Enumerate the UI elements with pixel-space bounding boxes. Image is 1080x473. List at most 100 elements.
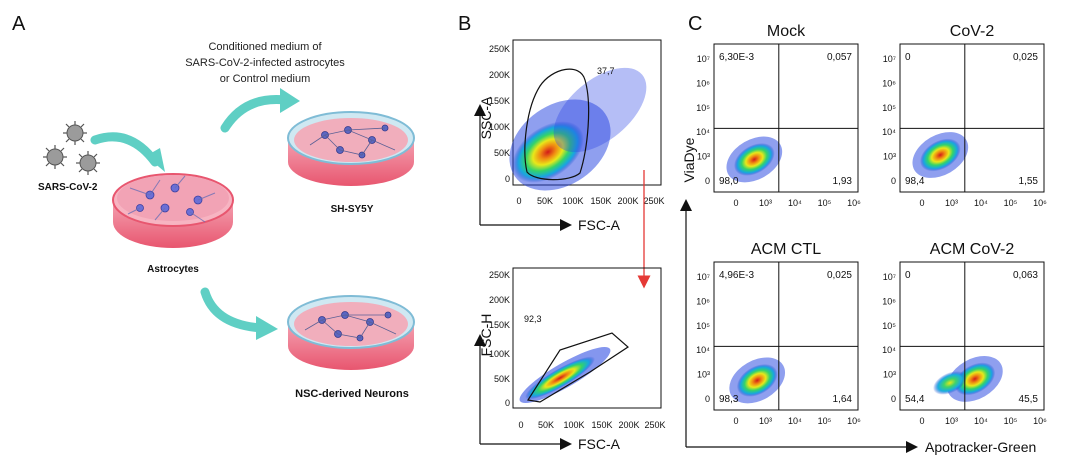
c-plot-frame xyxy=(713,261,859,411)
c-plot-title: ACM CTL xyxy=(751,241,821,258)
panel-b: B 37,7 250K 200K 150K 100K 50K 0 0 50K 1… xyxy=(458,13,666,452)
arrow-head-icon xyxy=(146,148,165,172)
c-quad-ll: 54,4 xyxy=(905,394,925,405)
b-top-ytick: 200K xyxy=(489,70,510,80)
c-ytick: 10⁷ xyxy=(697,54,710,64)
c-xtick: 10⁴ xyxy=(974,416,988,426)
c-scatter-density xyxy=(920,138,961,172)
c-xtick: 10⁶ xyxy=(847,198,861,208)
c-xtick: 10⁶ xyxy=(1033,416,1047,426)
panel-c: C Mock 6,30E-3 0,057 98,0 1,93 10⁷ 10⁶ 10⁵ 10⁴ 10… xyxy=(680,13,1047,455)
c-plot-2: CoV-2 0 0,025 98,4 1,55 10⁷ 10⁶ 10⁵ 10⁴ 10³ 0 0 10³ 1… xyxy=(882,23,1047,208)
b-top-ytick: 250K xyxy=(489,44,510,54)
arrow-head-icon xyxy=(280,88,300,113)
b-top-xtick: 50K xyxy=(537,196,553,206)
c-quad-ur: 0,025 xyxy=(1013,52,1038,63)
arrow-to-nsc xyxy=(200,287,267,333)
c-ytick: 10⁶ xyxy=(882,78,896,88)
nsc-neurons-label: NSC-derived Neurons xyxy=(295,388,409,400)
panel-a: A Conditioned medium of SARS-CoV-2-infec… xyxy=(12,13,415,400)
c-xtick: 10³ xyxy=(759,198,772,208)
c-plot-3: ACM CTL 4,96E-3 0,025 98,3 1,64 10⁷ 10⁶ 10⁵ 10⁴ 1… xyxy=(696,241,861,426)
b-top-yticks: 250K 200K 150K 100K 50K 0 xyxy=(489,44,510,184)
arrow-to-shsy5y xyxy=(220,95,290,133)
b-bottom-ytick: 200K xyxy=(489,295,510,305)
b-top-xlabel: FSC-A xyxy=(578,217,621,233)
c-plot-title: ACM CoV-2 xyxy=(930,241,1015,258)
c-xtick: 0 xyxy=(919,198,924,208)
arrow-virus-to-astro xyxy=(90,132,160,167)
b-bottom-scatter xyxy=(519,347,611,403)
c-quad-ll: 98,3 xyxy=(719,394,739,405)
b-bottom-xtick: 150K xyxy=(591,420,612,430)
c-quad-ul: 0 xyxy=(905,52,911,63)
panel-c-letter: C xyxy=(688,13,702,35)
b-top-xtick: 0 xyxy=(516,196,521,206)
b-bottom-xtick: 50K xyxy=(538,420,554,430)
c-xtick: 0 xyxy=(919,416,924,426)
shsy5y-dish xyxy=(287,111,415,186)
c-quad-ll: 98,4 xyxy=(905,176,925,187)
c-ytick: 10⁴ xyxy=(696,345,710,355)
c-ytick: 10³ xyxy=(697,370,710,380)
c-xtick: 10⁵ xyxy=(1004,416,1018,426)
c-xtick: 10⁵ xyxy=(818,416,832,426)
b-top-ytick: 0 xyxy=(505,174,510,184)
c-ytick: 0 xyxy=(705,394,710,404)
c-ytick: 10⁷ xyxy=(883,272,896,282)
c-xtick: 10⁴ xyxy=(788,416,802,426)
c-quad-ur: 0,063 xyxy=(1013,270,1038,281)
b-bottom-xtick: 250K xyxy=(644,420,665,430)
arrow-head-icon xyxy=(256,316,278,340)
c-ytick: 10⁷ xyxy=(883,54,896,64)
b-bottom-xtick: 0 xyxy=(518,420,523,430)
c-quad-ur: 0,025 xyxy=(827,270,852,281)
caption-line-2: SARS-CoV-2-infected astrocytes xyxy=(185,57,345,69)
c-xtick: 10⁵ xyxy=(818,198,832,208)
b-bottom-ytick: 0 xyxy=(505,398,510,408)
c-quad-ll: 98,0 xyxy=(719,176,739,187)
virus-label: SARS-CoV-2 xyxy=(38,182,98,193)
c-quad-ul: 4,96E-3 xyxy=(719,270,754,281)
b-bottom-ylabel: FSC-H xyxy=(478,314,494,357)
b-bottom-xticks: 0 50K 100K 150K 200K 250K xyxy=(518,420,665,430)
c-plots-container: Mock 6,30E-3 0,057 98,0 1,93 10⁷ 10⁶ 10⁵ 10⁴ 10³ 0… xyxy=(696,23,1047,426)
c-quad-ul: 0 xyxy=(905,270,911,281)
c-quad-ul: 6,30E-3 xyxy=(719,52,754,63)
c-ytick: 10⁶ xyxy=(882,296,896,306)
b-bottom-ytick: 250K xyxy=(489,270,510,280)
c-xtick: 10⁴ xyxy=(788,198,802,208)
c-quad-lr: 1,93 xyxy=(833,176,853,187)
c-xtick: 0 xyxy=(733,198,738,208)
b-top-scatter xyxy=(509,67,647,191)
c-xtick: 0 xyxy=(733,416,738,426)
b-bottom-xtick: 100K xyxy=(563,420,584,430)
c-xlabel: Apotracker-Green xyxy=(925,439,1036,455)
b-bottom-plot-frame xyxy=(512,267,662,409)
b-bottom-xtick: 200K xyxy=(618,420,639,430)
b-bottom-ytick: 50K xyxy=(494,374,510,384)
c-ytick: 10⁵ xyxy=(696,321,710,331)
b-top-xtick: 150K xyxy=(590,196,611,206)
shsy5y-label: SH-SY5Y xyxy=(331,204,374,215)
c-ytick: 10³ xyxy=(883,152,896,162)
b-top-gate-pct: 37,7 xyxy=(597,66,615,76)
c-xtick: 10³ xyxy=(759,416,772,426)
c-ytick: 10⁶ xyxy=(696,78,710,88)
c-ytick: 0 xyxy=(891,394,896,404)
c-scatter-density xyxy=(736,364,778,397)
c-ytick: 0 xyxy=(891,176,896,186)
c-ytick: 10⁴ xyxy=(696,127,710,137)
b-top-xticks: 0 50K 100K 150K 200K 250K xyxy=(516,196,664,206)
c-ytick: 10⁵ xyxy=(696,103,710,113)
c-scatter-density xyxy=(734,143,775,176)
b-bottom-ytick: 100K xyxy=(489,349,510,359)
c-plot-title: CoV-2 xyxy=(950,23,995,40)
c-ytick: 10⁴ xyxy=(882,345,896,355)
c-plot-frame xyxy=(713,43,859,193)
caption-line-1: Conditioned medium of xyxy=(208,41,322,53)
c-quad-lr: 1,64 xyxy=(833,394,853,405)
c-xtick: 10³ xyxy=(945,198,958,208)
panel-b-letter: B xyxy=(458,13,471,35)
